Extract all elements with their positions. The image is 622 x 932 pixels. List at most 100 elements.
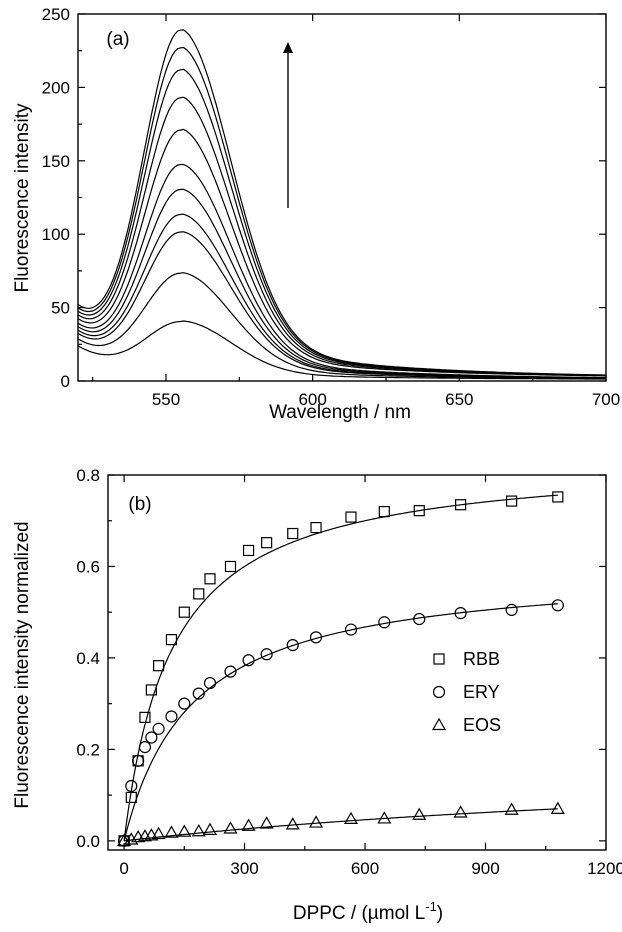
increase-arrow bbox=[283, 42, 293, 208]
rbb-data-point bbox=[345, 511, 357, 523]
panel-a-y-tick-label: 200 bbox=[42, 78, 70, 97]
panel-b-y-tick-label: 0.2 bbox=[76, 740, 100, 759]
ery-data-point bbox=[132, 754, 145, 767]
panel-b-y-tick-label: 0.8 bbox=[76, 466, 100, 485]
panel-a-x-tick-label: 600 bbox=[298, 390, 326, 409]
panel-a-x-axis-title: Wavelength / nm bbox=[269, 402, 411, 423]
rbb-data-point bbox=[261, 537, 273, 549]
legend-eos-marker bbox=[431, 717, 447, 731]
legend-ery-marker bbox=[432, 685, 446, 699]
eos-data-point bbox=[164, 825, 179, 838]
ery-data-point bbox=[192, 687, 205, 700]
ery-data-point bbox=[260, 648, 273, 661]
ery-data-point bbox=[224, 665, 237, 678]
panel-a-y-axis-title: Fluorescence intensity bbox=[12, 103, 33, 293]
rbb-data-point bbox=[310, 521, 322, 534]
spectrum-curve-4 bbox=[77, 213, 606, 379]
rbb-data-point bbox=[552, 491, 564, 503]
eos-data-point bbox=[202, 822, 218, 835]
spectrum-curve-7 bbox=[77, 128, 606, 377]
eos-data-point bbox=[151, 826, 166, 840]
panel-a-ticks: 550 600 650 700 0 50 100 150 200 250 bbox=[42, 5, 621, 409]
ery-data-point bbox=[152, 722, 165, 735]
panel-b-label: (b) bbox=[128, 494, 151, 515]
panel-a-label: (a) bbox=[106, 29, 129, 50]
panel-b-legend: RBB ERY EOS bbox=[431, 649, 501, 735]
x-axis-title-main: DPPC / (µmol L bbox=[293, 903, 425, 924]
panel-a-y-tick-label: 0 bbox=[61, 372, 70, 391]
panel-a-series-group bbox=[77, 29, 607, 380]
rbb-data-point bbox=[139, 711, 151, 723]
rbb-fit-curve bbox=[123, 494, 558, 841]
eos-data-point bbox=[377, 811, 392, 824]
rbb-data-point bbox=[193, 588, 205, 600]
spectrum-curve-10 bbox=[77, 46, 606, 376]
legend-ery-label: ERY bbox=[463, 682, 500, 702]
spectrum-curve-6 bbox=[77, 163, 607, 379]
ery-data-point bbox=[344, 623, 358, 636]
ery-data-point bbox=[505, 603, 518, 617]
rbb-data-point bbox=[204, 573, 216, 585]
panel-a-x-tick-label: 650 bbox=[445, 390, 473, 409]
ery-data-point bbox=[242, 654, 255, 667]
eos-data-point bbox=[241, 818, 256, 831]
eos-data-point bbox=[343, 811, 359, 825]
panel-b-y-tick-label: 0.4 bbox=[76, 649, 100, 668]
rbb-data-point bbox=[242, 544, 255, 557]
ery-data-point bbox=[125, 779, 138, 793]
panel-b-plot-frame bbox=[107, 474, 607, 851]
eos-data-point bbox=[550, 801, 565, 814]
ery-data-point bbox=[165, 710, 178, 723]
eos-data-point bbox=[259, 816, 274, 829]
panel-a-spectra-chart: 550 600 650 700 0 50 100 150 200 250 (a) Waveleng… bbox=[12, 5, 620, 423]
panel-b-x-axis-title: DPPC / (µmol L-1) bbox=[293, 899, 443, 924]
ery-data-point bbox=[138, 741, 152, 754]
rbb-data-point bbox=[506, 495, 518, 507]
eos-data-point bbox=[309, 815, 324, 828]
eos-data-point bbox=[223, 821, 238, 834]
x-axis-title-end: ) bbox=[437, 903, 443, 924]
panel-b-x-tick-label: 0 bbox=[119, 859, 128, 878]
panel-a-y-tick-label: 150 bbox=[42, 152, 70, 171]
eos-data-point bbox=[285, 817, 300, 830]
eos-data-point bbox=[504, 802, 519, 815]
rbb-data-point bbox=[287, 527, 299, 540]
legend-rbb-marker bbox=[433, 653, 445, 665]
ery-data-point bbox=[413, 612, 426, 626]
ery-data-point bbox=[378, 616, 391, 629]
panel-a-x-tick-label: 700 bbox=[592, 390, 620, 409]
legend-rbb-label: RBB bbox=[463, 649, 500, 669]
panel-a-x-tick-label: 550 bbox=[152, 390, 180, 409]
panel-b-y-axis-title: Fluorescence intensity normalized bbox=[12, 521, 33, 808]
legend-eos-label: EOS bbox=[463, 715, 501, 735]
panel-b-x-tick-label: 600 bbox=[351, 859, 379, 878]
rbb-data-point bbox=[378, 505, 390, 518]
panel-b-ticks: 0 300 600 900 1200 0.0 0.2 0.4 0.6 0.8 bbox=[76, 466, 622, 878]
rbb-data-point bbox=[165, 634, 178, 646]
ery-fit-curve bbox=[123, 603, 558, 842]
panel-b-x-tick-label: 1200 bbox=[587, 859, 622, 878]
spectrum-curve-3 bbox=[77, 231, 607, 379]
ery-data-point bbox=[286, 639, 299, 652]
ery-data-point bbox=[309, 631, 323, 644]
panel-b-series-group bbox=[117, 491, 565, 847]
eos-data-point bbox=[177, 824, 192, 837]
spectrum-curve-11 bbox=[77, 29, 607, 376]
spectrum-curve-8 bbox=[77, 96, 606, 377]
ery-data-point bbox=[551, 599, 564, 612]
ery-data-point bbox=[178, 697, 191, 710]
spectrum-curve-9 bbox=[77, 68, 606, 376]
rbb-data-point bbox=[178, 606, 190, 618]
eos-fit-curve bbox=[124, 808, 558, 842]
panel-b-x-tick-label: 300 bbox=[230, 859, 258, 878]
eos-data-point bbox=[412, 807, 427, 820]
spectrum-curve-1 bbox=[77, 320, 606, 380]
rbb-data-point bbox=[153, 660, 165, 672]
spectrum-curve-5 bbox=[77, 188, 606, 379]
rbb-data-point bbox=[145, 684, 157, 696]
panel-b-y-tick-label: 0.0 bbox=[76, 832, 100, 851]
panel-a-y-tick-label: 250 bbox=[42, 5, 70, 24]
panel-a-y-tick-label: 100 bbox=[42, 225, 70, 244]
